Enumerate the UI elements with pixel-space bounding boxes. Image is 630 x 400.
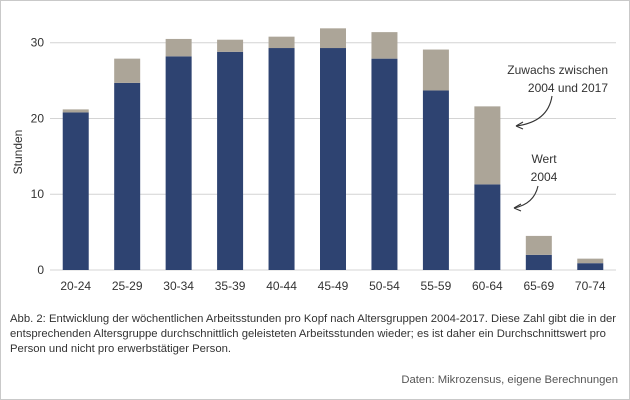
x-tick-label: 35-39: [215, 279, 246, 293]
x-tick-label: 45-49: [318, 279, 349, 293]
bar-increase-2004-2017: [268, 36, 295, 49]
base-annotation-arrowhead: [513, 203, 522, 212]
bar-base-2004: [422, 90, 449, 270]
increase-annotation-line1: Zuwachs zwischen: [507, 63, 608, 77]
y-tick-label: 20: [31, 111, 45, 125]
x-tick-label: 20-24: [60, 279, 91, 293]
base-annotation-line2: 2004: [531, 170, 558, 184]
y-tick-label: 30: [31, 36, 45, 50]
bar-increase-2004-2017: [217, 39, 244, 52]
base-annotation-line1: Wert: [531, 152, 557, 166]
bar-increase-2004-2017: [165, 38, 192, 57]
bar-base-2004: [62, 112, 89, 270]
bar-increase-2004-2017: [422, 49, 449, 91]
stacked-bar-chart: 0 10 20 30 20-24 25-29 30-34 35-39 40-44 45-49 50…: [11, 28, 616, 293]
base-annotation-arrow: [513, 185, 539, 209]
y-axis-label: Stunden: [11, 130, 25, 175]
x-tick-label: 55-59: [421, 279, 452, 293]
bar-increase-2004-2017: [474, 106, 501, 185]
x-tick-label: 40-44: [266, 279, 297, 293]
x-tick-label: 70-74: [575, 279, 606, 293]
bar-base-2004: [165, 56, 192, 271]
increase-annotation-line2: 2004 und 2017: [528, 81, 608, 95]
bar-increase-2004-2017: [320, 28, 346, 49]
bars: [62, 28, 604, 271]
bar-base-2004: [577, 263, 604, 270]
x-tick-label: 50-54: [369, 279, 400, 293]
bar-increase-2004-2017: [371, 32, 398, 59]
y-tick-label: 0: [37, 263, 44, 277]
x-tick-label: 30-34: [163, 279, 194, 293]
bar-increase-2004-2017: [577, 258, 604, 264]
bar-base-2004: [371, 58, 398, 270]
bar-increase-2004-2017: [525, 235, 552, 255]
bar-increase-2004-2017: [114, 58, 141, 83]
data-source: Daten: Mikrozensus, eigene Berechnungen: [401, 374, 618, 386]
x-tick-labels: 20-24 25-29 30-34 35-39 40-44 45-49 50-54 55-59…: [60, 279, 606, 293]
y-tick-label: 10: [31, 187, 45, 201]
bar-base-2004: [114, 82, 141, 270]
bar-base-2004: [268, 48, 295, 270]
x-tick-label: 25-29: [112, 279, 143, 293]
increase-annotation-arrow: [515, 95, 553, 127]
bar-base-2004: [320, 48, 346, 270]
x-tick-label: 65-69: [523, 279, 554, 293]
x-tick-label: 60-64: [472, 279, 503, 293]
bar-increase-2004-2017: [62, 109, 89, 113]
increase-annotation-arrowhead: [515, 121, 524, 130]
bar-base-2004: [525, 254, 552, 270]
y-tick-labels: 0 10 20 30: [31, 36, 45, 277]
bar-base-2004: [217, 51, 244, 271]
bar-base-2004: [474, 184, 501, 270]
figure-caption: Abb. 2: Entwicklung der wöchentlichen Ar…: [10, 313, 617, 355]
